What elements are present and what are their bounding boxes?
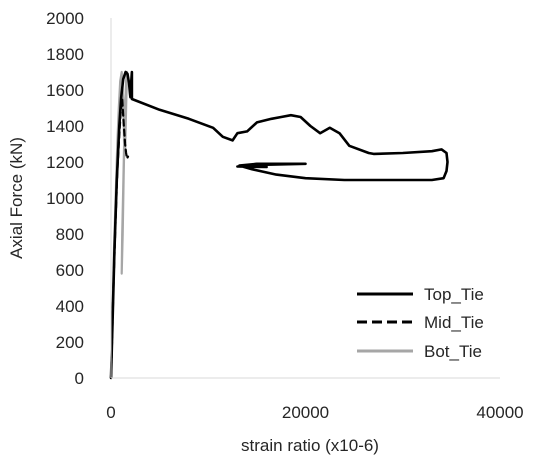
y-tick-label: 0 bbox=[75, 369, 84, 388]
y-tick-label: 1800 bbox=[46, 45, 84, 64]
series-line-top-tie bbox=[109, 70, 449, 380]
x-axis-title: strain ratio (x10-6) bbox=[241, 436, 379, 455]
legend-label: Mid_Tie bbox=[424, 313, 484, 332]
y-tick-label: 800 bbox=[56, 225, 84, 244]
y-tick-label: 1400 bbox=[46, 117, 84, 136]
x-tick-label: 20000 bbox=[282, 403, 329, 422]
y-tick-label: 400 bbox=[56, 297, 84, 316]
legend-label: Top_Tie bbox=[424, 285, 484, 304]
y-tick-label: 600 bbox=[56, 261, 84, 280]
y-tick-label: 200 bbox=[56, 333, 84, 352]
x-tick-label: 40000 bbox=[476, 403, 523, 422]
legend: Top_Tie Mid_Tie Bot_Tie bbox=[357, 285, 484, 361]
y-tick-label: 1600 bbox=[46, 81, 84, 100]
y-tick-label: 2000 bbox=[46, 9, 84, 28]
y-axis-title: Axial Force (kN) bbox=[7, 137, 26, 259]
legend-label: Bot_Tie bbox=[424, 342, 482, 361]
axes bbox=[110, 18, 500, 379]
plot-area bbox=[109, 70, 449, 380]
y-tick-label: 1000 bbox=[46, 189, 84, 208]
y-tick-label: 1200 bbox=[46, 153, 84, 172]
x-tick-label: 0 bbox=[106, 403, 115, 422]
